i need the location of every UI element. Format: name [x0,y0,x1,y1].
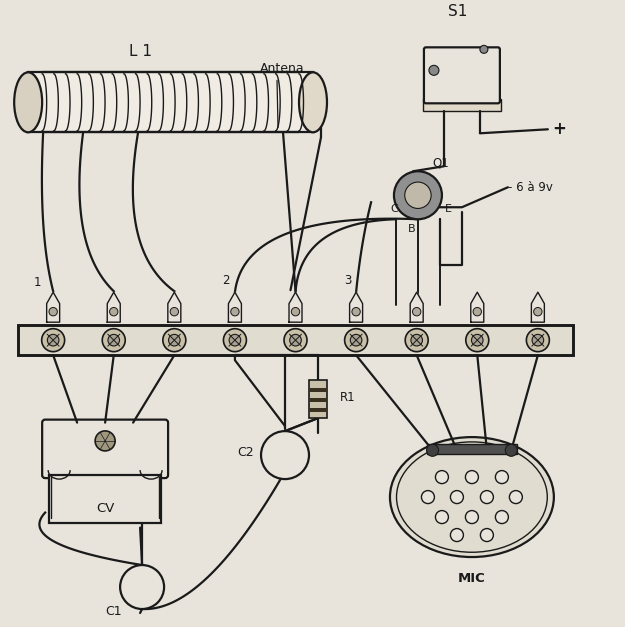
Circle shape [421,490,434,503]
Circle shape [229,334,241,346]
Text: B: B [408,224,416,234]
Circle shape [496,510,508,524]
Circle shape [496,471,508,483]
Circle shape [451,529,463,542]
Circle shape [48,334,59,346]
Circle shape [169,334,180,346]
Text: - 6 à 9v: - 6 à 9v [508,181,552,194]
Text: R1: R1 [340,391,356,404]
Bar [427,445,517,455]
FancyBboxPatch shape [42,419,168,478]
Circle shape [429,65,439,75]
Circle shape [231,307,239,316]
Circle shape [405,329,428,352]
Circle shape [466,329,489,352]
Bar [309,398,327,402]
Circle shape [526,329,549,352]
Circle shape [284,329,307,352]
Ellipse shape [390,437,554,557]
Circle shape [352,307,360,316]
Circle shape [108,334,119,346]
Circle shape [163,329,186,352]
Polygon shape [168,292,181,322]
Text: Q1: Q1 [432,156,449,169]
Polygon shape [471,292,484,322]
FancyBboxPatch shape [424,48,500,103]
Text: 2: 2 [222,274,230,287]
Text: 3: 3 [344,274,351,287]
Circle shape [427,445,439,456]
Polygon shape [289,292,302,322]
Circle shape [481,490,493,503]
Circle shape [466,471,478,483]
Polygon shape [228,292,241,322]
Circle shape [95,431,115,451]
Polygon shape [349,292,362,322]
Circle shape [466,510,478,524]
Text: S1: S1 [448,4,468,19]
Circle shape [42,329,64,352]
Circle shape [49,307,58,316]
Text: C: C [390,204,398,214]
Circle shape [451,490,463,503]
Circle shape [120,565,164,609]
Text: Antena: Antena [260,62,304,75]
Text: C2: C2 [238,446,254,458]
Circle shape [532,334,544,346]
Text: CV: CV [96,502,114,515]
Bar [423,99,501,112]
Bar [49,475,161,522]
Circle shape [405,182,431,208]
Text: +: + [552,120,566,139]
Circle shape [291,307,300,316]
Circle shape [261,431,309,479]
Circle shape [505,445,518,456]
Text: 1: 1 [34,277,41,289]
Polygon shape [47,292,59,322]
Circle shape [509,490,522,503]
Circle shape [436,510,448,524]
Circle shape [344,329,367,352]
Circle shape [223,329,246,352]
Circle shape [473,307,481,316]
Text: MIC: MIC [458,572,486,585]
Bar [309,408,327,412]
Bar [309,388,327,392]
Circle shape [170,307,179,316]
Text: E: E [444,204,451,214]
Bar [18,325,573,355]
Text: C1: C1 [106,605,122,618]
Ellipse shape [14,72,42,132]
Bar [309,380,327,418]
Circle shape [412,307,421,316]
Circle shape [350,334,362,346]
Circle shape [471,334,483,346]
Circle shape [109,307,118,316]
Circle shape [534,307,542,316]
Polygon shape [531,292,544,322]
Circle shape [394,171,442,219]
Circle shape [411,334,422,346]
Circle shape [481,529,493,542]
Polygon shape [107,292,120,322]
Text: L 1: L 1 [129,45,152,60]
Circle shape [290,334,301,346]
Circle shape [436,471,448,483]
Ellipse shape [299,72,327,132]
Bar [28,72,313,132]
Polygon shape [410,292,423,322]
Circle shape [102,329,125,352]
Circle shape [480,45,488,53]
